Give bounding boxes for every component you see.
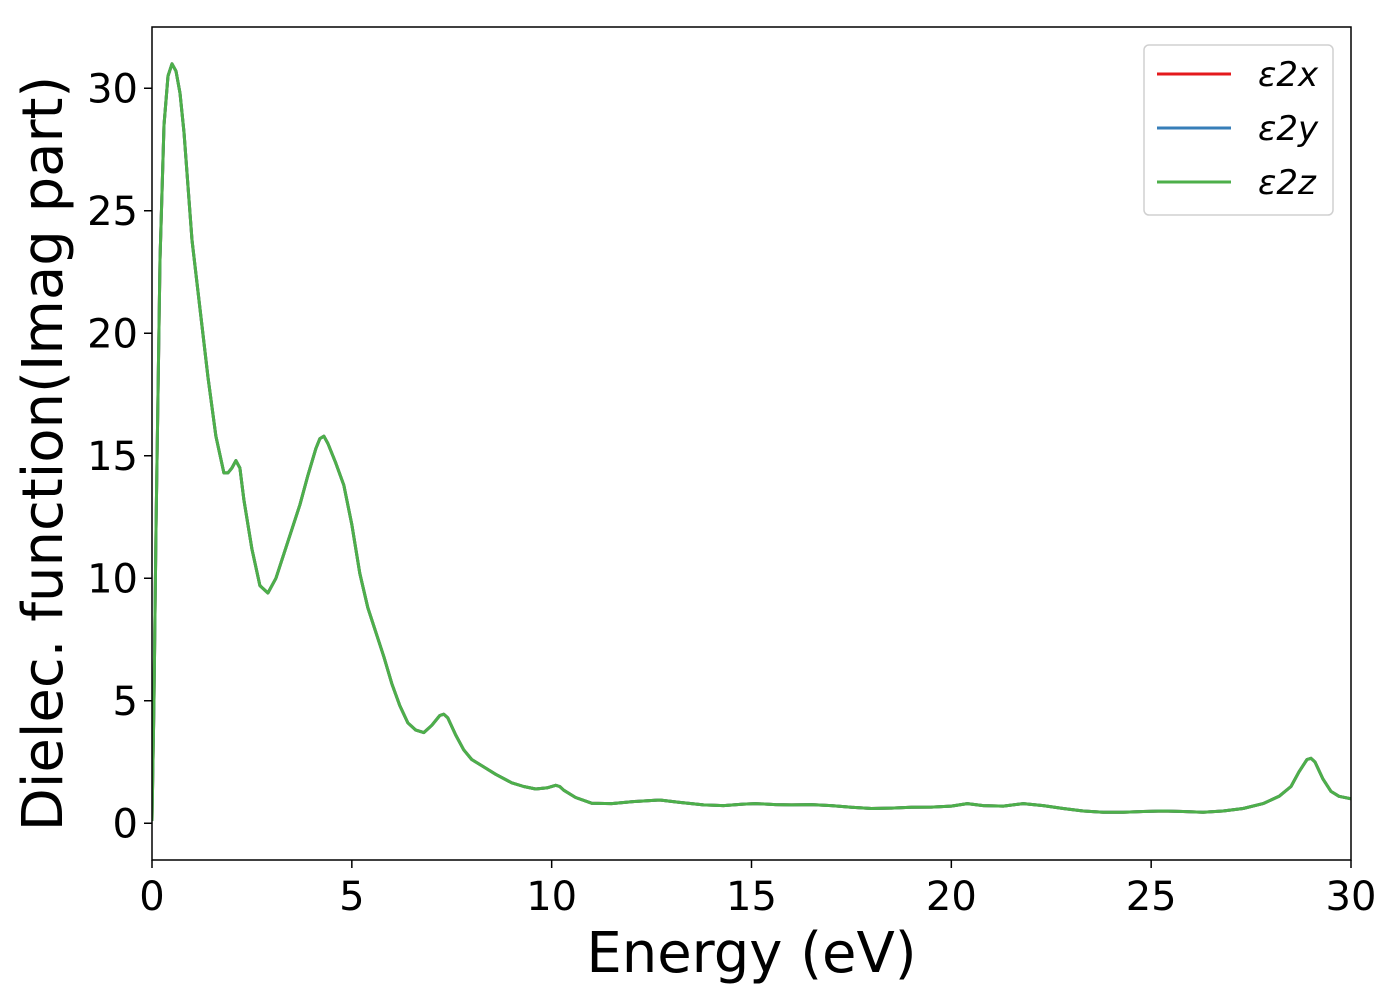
series-layer (152, 62, 1351, 821)
y-tick-label: 20 (87, 311, 138, 357)
y-tick-label: 5 (113, 679, 138, 725)
y-tick-label: 15 (87, 434, 138, 480)
x-tick-label: 10 (526, 874, 577, 920)
y-axis-label: Dielec. function(Imag part) (11, 76, 76, 832)
x-tick-label: 20 (926, 874, 977, 920)
x-axis-label: Energy (eV) (586, 921, 916, 986)
legend: ε2x ε2y ε2z (1143, 44, 1334, 216)
x-tick-label: 30 (1326, 874, 1377, 920)
y-tick-label: 25 (87, 189, 138, 235)
legend-label: ε2z (1258, 163, 1317, 203)
x-tick-label: 0 (139, 874, 164, 920)
y-tick-label: 0 (113, 801, 138, 847)
x-tick-label: 25 (1126, 874, 1177, 920)
x-tick-label: 5 (339, 874, 364, 920)
x-axis-ticks: 0 5 10 15 20 25 30 (139, 860, 1376, 920)
y-axis-ticks: 0 5 10 15 20 25 30 (87, 66, 152, 847)
y-tick-label: 10 (87, 556, 138, 602)
legend-box (1143, 44, 1334, 216)
legend-label: ε2y (1258, 109, 1319, 149)
y-tick-label: 30 (87, 66, 138, 112)
series-line-3 (152, 62, 1351, 821)
legend-label: ε2x (1258, 55, 1319, 95)
x-tick-label: 15 (726, 874, 777, 920)
